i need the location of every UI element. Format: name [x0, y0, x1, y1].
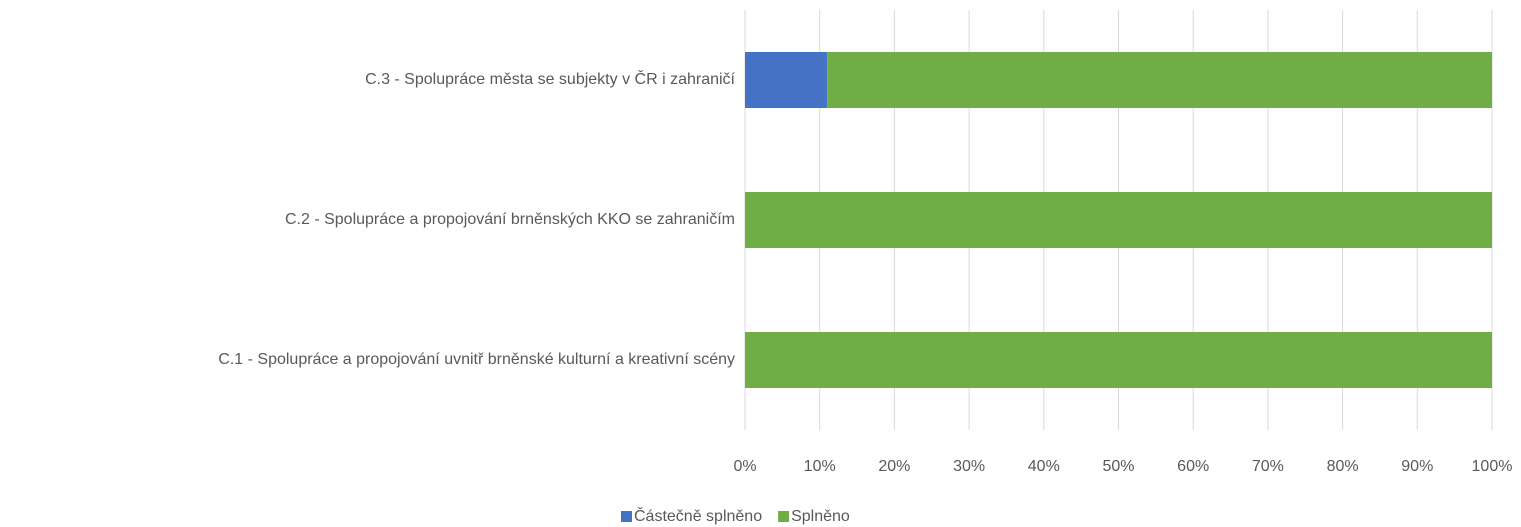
bar-segment	[827, 52, 1492, 108]
legend-label: Splněno	[791, 508, 850, 525]
y-tick-label: C.2 - Spolupráce a propojování brněnskýc…	[285, 211, 735, 228]
x-tick-label: 0%	[733, 458, 756, 475]
bar-segment	[745, 52, 828, 108]
legend-label: Částečně splněno	[634, 506, 762, 525]
x-tick-label: 70%	[1252, 458, 1284, 475]
legend-swatch	[621, 511, 632, 522]
x-tick-label: 10%	[804, 458, 836, 475]
legend-swatch	[778, 511, 790, 522]
x-tick-label: 20%	[878, 458, 910, 475]
x-tick-label: 100%	[1472, 458, 1513, 475]
bar-segment	[745, 332, 1492, 388]
x-tick-label: 80%	[1327, 458, 1359, 475]
x-tick-label: 40%	[1028, 458, 1060, 475]
x-tick-label: 60%	[1177, 458, 1209, 475]
y-tick-label: C.1 - Spolupráce a propojování uvnitř br…	[218, 351, 735, 368]
x-tick-label: 30%	[953, 458, 985, 475]
x-tick-label: 50%	[1102, 458, 1134, 475]
y-tick-label: C.3 - Spolupráce města se subjekty v ČR …	[365, 69, 735, 88]
x-tick-label: 90%	[1401, 458, 1433, 475]
bar-segment	[745, 192, 1492, 248]
